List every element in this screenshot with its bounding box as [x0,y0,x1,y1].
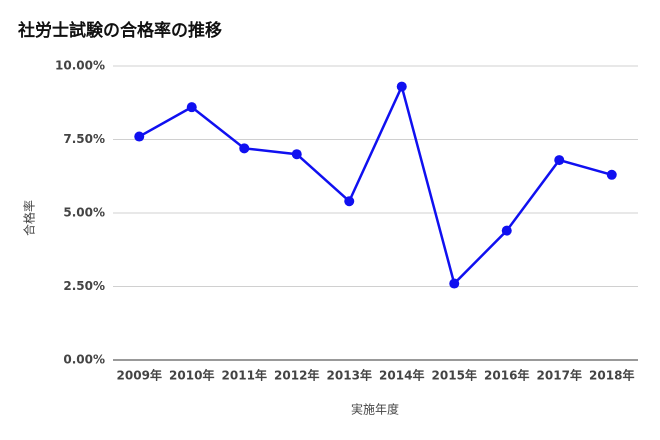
x-tick-label: 2018年 [589,368,634,383]
point [239,143,250,154]
x-tick-label: 2015年 [432,368,477,383]
x-tick-label: 2014年 [379,368,424,383]
y-tick-label: 5.00% [63,206,105,220]
x-tick-label: 2011年 [222,368,267,383]
point [554,155,565,166]
point [606,169,617,180]
point [134,131,145,142]
y-tick-label: 2.50% [63,279,105,293]
x-tick-label: 2010年 [169,368,214,383]
x-axis-label: 実施年度 [351,402,399,417]
x-tick-label: 2017年 [537,368,582,383]
y-tick-label: 7.50% [63,132,105,146]
x-tick-label: 2013年 [327,368,372,383]
y-tick-label: 0.00% [63,353,105,367]
x-tick-label: 2009年 [117,368,162,383]
point [501,225,512,236]
chart-title: 社労士試験の合格率の推移 [17,20,222,41]
x-tick-label: 2016年 [484,368,529,383]
point [396,81,407,92]
y-tick-label: 10.00% [55,59,105,73]
point [449,278,460,289]
point [344,196,355,207]
x-tick-label: 2012年 [274,368,319,383]
point [186,102,197,113]
point [291,149,302,160]
y-axis-label: 合格率 [22,200,37,236]
line [138,82,613,286]
